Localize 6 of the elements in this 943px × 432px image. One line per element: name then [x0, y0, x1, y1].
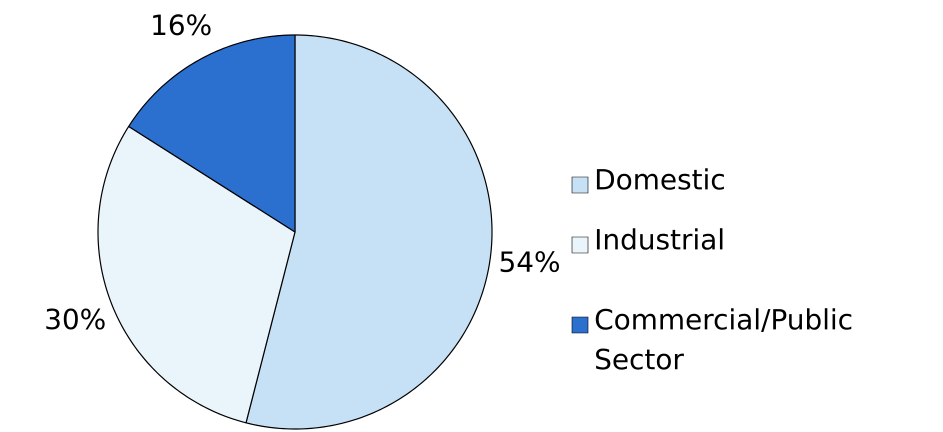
legend-label: Industrial	[596, 228, 722, 250]
data-label: 16%	[153, 14, 211, 36]
data-label: 30%	[46, 308, 105, 330]
legend-label: Domestic	[596, 168, 724, 190]
data-label: 54%	[500, 251, 559, 272]
legend-label: Commercial/Public Sector	[596, 308, 852, 370]
